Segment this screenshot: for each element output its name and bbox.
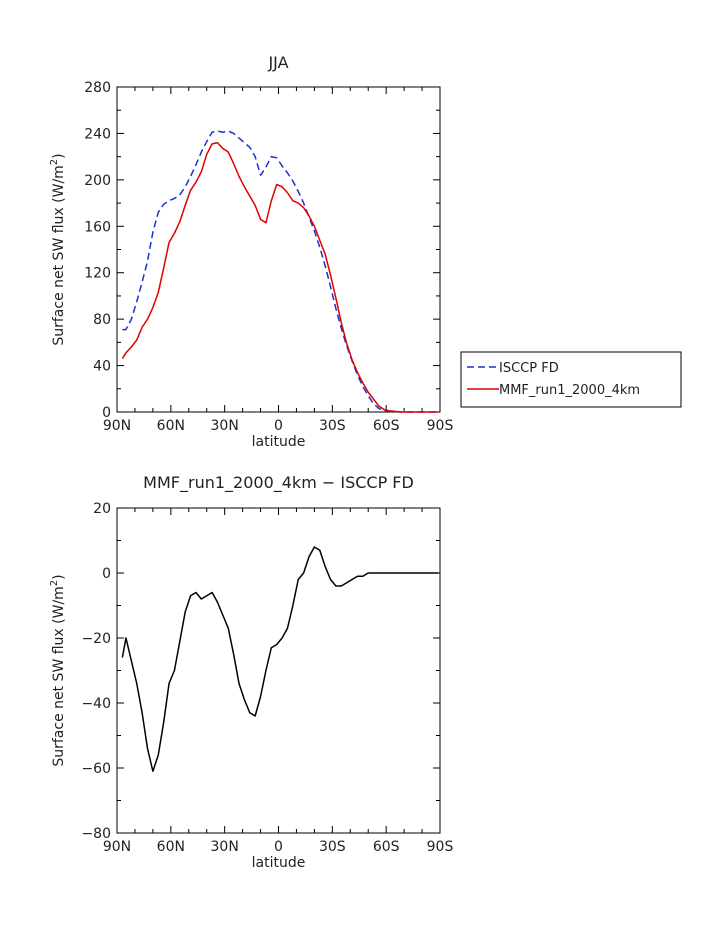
- legend-label: MMF_run1_2000_4km: [499, 383, 640, 398]
- plot-frame: [116, 86, 441, 413]
- y-tick-label: 120: [84, 266, 111, 282]
- y-tick-label: 0: [102, 405, 111, 421]
- y-axis-label-superscript: 2: [49, 580, 60, 586]
- y-tick-label: −40: [81, 696, 111, 712]
- x-axis-label: latitude: [252, 855, 306, 871]
- y-tick-label: 20: [93, 501, 111, 517]
- y-tick-label: −60: [81, 761, 111, 777]
- legend: ISCCP FD MMF_run1_2000_4km: [460, 351, 682, 408]
- chart-title: JJA: [267, 53, 288, 72]
- chart-title: MMF_run1_2000_4km − ISCCP FD: [143, 473, 414, 493]
- legend-box: [460, 351, 682, 408]
- y-axis-label-main: Surface net SW flux (W/m: [51, 165, 67, 345]
- x-tick-label: 30N: [211, 418, 239, 434]
- y-axis-label-superscript: 2: [49, 159, 60, 165]
- y-tick-label: 280: [84, 80, 111, 96]
- y-axis-label: Surface net SW flux (W/m2): [49, 574, 67, 766]
- y-tick-label: 40: [93, 359, 111, 375]
- x-tick-label: 0: [274, 839, 283, 855]
- y-axis-label-close: ): [51, 574, 67, 579]
- y-tick-label: 80: [93, 312, 111, 328]
- x-axis-label: latitude: [252, 434, 306, 450]
- x-tick-label: 0: [274, 418, 283, 434]
- x-tick-label: 60N: [157, 839, 185, 855]
- x-tick-label: 90N: [103, 418, 131, 434]
- series-line-isccp-fd: [122, 130, 439, 413]
- x-tick-label: 30N: [211, 839, 239, 855]
- x-tick-label: 60S: [373, 839, 400, 855]
- y-tick-label: 160: [84, 219, 111, 235]
- x-tick-label: 90S: [427, 839, 454, 855]
- x-tick-label: 60S: [373, 418, 400, 434]
- y-tick-label: 240: [84, 126, 111, 142]
- legend-label: ISCCP FD: [499, 361, 559, 376]
- y-axis-label: Surface net SW flux (W/m2): [49, 153, 67, 345]
- x-tick-label: 60N: [157, 418, 185, 434]
- y-axis-label-main: Surface net SW flux (W/m: [51, 586, 67, 766]
- top-chart: 90N 60N 30N 0 30S 60S 90S 0 40 80 120 160 200 240 280 J…: [49, 53, 682, 450]
- series-line-difference: [121, 546, 439, 772]
- x-tick-label: 90S: [427, 418, 454, 434]
- y-tick-label: −20: [81, 631, 111, 647]
- x-tick-label: 90N: [103, 839, 131, 855]
- series-line-mmf-run1-2000-4km: [121, 141, 439, 413]
- y-axis-label-close: ): [51, 153, 67, 158]
- bottom-chart: 90N 60N 30N 0 30S 60S 90S −80 −60 −40 −20 0 20 MMF_ru…: [49, 473, 453, 871]
- x-tick-label: 30S: [319, 418, 346, 434]
- y-tick-label: 0: [102, 566, 111, 582]
- y-tick-label: −80: [81, 826, 111, 842]
- y-tick-label: 200: [84, 173, 111, 189]
- plot-frame: [116, 507, 441, 834]
- x-tick-label: 30S: [319, 839, 346, 855]
